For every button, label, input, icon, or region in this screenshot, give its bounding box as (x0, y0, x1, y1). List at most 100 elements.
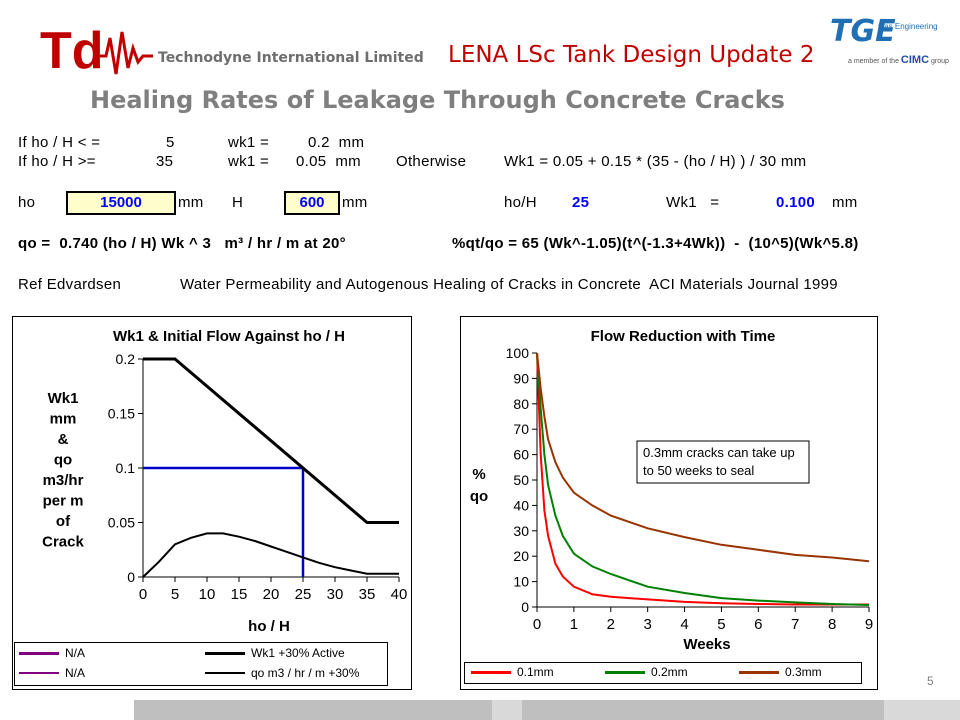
y-tick-label: 0.2 (116, 351, 136, 367)
company-name: Technodyne International Limited (158, 50, 424, 66)
h-label: H (232, 194, 244, 211)
y-axis-label: of (56, 513, 71, 530)
footer-bar-4 (884, 700, 960, 720)
series-line-0-3mm (536, 352, 870, 563)
x-tick-label: 4 (680, 616, 688, 633)
ho-input[interactable]: 15000 (66, 191, 176, 215)
y-tick-label: 70 (513, 421, 529, 437)
y-tick-label: 0.05 (108, 515, 135, 531)
legend-item-qo: qo m3 / hr / m +30% (205, 666, 359, 680)
y-tick-label: 60 (513, 447, 529, 463)
rule1-wk1-label: wk1 = (228, 134, 270, 151)
y-tick-label: 0 (127, 569, 135, 585)
x-tick-label: 3 (643, 616, 651, 633)
y-tick-label: 50 (513, 472, 529, 488)
chart-title: Flow Reduction with Time (591, 328, 776, 345)
y-tick-label: 20 (513, 548, 529, 564)
series-line-wk1-30-active (143, 357, 399, 524)
y-axis-label: mm (50, 411, 77, 428)
series-line-0-2mm (536, 352, 870, 606)
y-tick-label: 0.1 (116, 460, 136, 476)
ratio-label: ho/H (504, 194, 537, 211)
wk1-result-label: Wk1 = (666, 194, 720, 211)
footer-bar-3 (522, 700, 884, 720)
tge-logo-text: TGE (830, 14, 896, 49)
y-tick-label: 40 (513, 497, 529, 513)
x-tick-label: 2 (607, 616, 615, 633)
rule2-ratio: 35 (156, 153, 174, 170)
y-tick-label: 80 (513, 396, 529, 412)
rule1-ratio: 5 (166, 134, 175, 151)
qo-formula: qo = 0.740 (ho / H) Wk ^ 3 m³ / hr / m a… (18, 235, 346, 252)
x-tick-label: 8 (828, 616, 836, 633)
y-axis-label: m3/hr (43, 472, 84, 489)
x-tick-label: 25 (295, 586, 312, 603)
annotation-box (636, 440, 810, 484)
series-line-qo-m3-hr-m-30- (142, 532, 399, 578)
x-tick-label: 35 (359, 586, 376, 603)
y-axis-label: % (472, 466, 485, 483)
y-tick-label: 10 (513, 574, 529, 590)
x-tick-label: 5 (171, 586, 179, 603)
x-tick-label: 40 (391, 586, 408, 603)
tge-sub-text: Gas Engineering (878, 22, 938, 31)
tge-logo: TGE Gas Engineering a member of the CIMC… (826, 14, 949, 76)
chart-title: Wk1 & Initial Flow Against ho / H (113, 328, 345, 345)
x-tick-label: 7 (791, 616, 799, 633)
footer-bar-2 (492, 700, 522, 720)
rule3-condition: Otherwise (396, 153, 467, 170)
x-tick-label: 10 (199, 586, 216, 603)
reference-title: Water Permeability and Autogenous Healin… (180, 276, 838, 293)
x-tick-label: 20 (263, 586, 280, 603)
rule3-formula: Wk1 = 0.05 + 0.15 * (35 - (ho / H) ) / 3… (504, 153, 807, 170)
x-tick-label: 0 (533, 616, 541, 633)
ho-label: ho (18, 194, 36, 211)
y-axis-label: Crack (42, 534, 84, 551)
y-tick-label: 90 (513, 370, 529, 386)
document-title: LENA LSc Tank Design Update 2 (448, 42, 815, 68)
logo-text: Td (40, 22, 104, 78)
ho-unit: mm (178, 194, 204, 211)
legend-item-wk1: Wk1 +30% Active (205, 646, 345, 660)
technodyne-logo: Td (40, 22, 153, 78)
chart-wk1-flow: Wk1 & Initial Flow Against ho / H 0 0.05 0.… (12, 316, 412, 690)
chart-flow-reduction-svg: Flow Reduction with Time 0 10 20 30 40 50 60 70 8… (470, 328, 873, 653)
annotation-text: 0.3mm cracks can take up (643, 445, 795, 460)
y-axis-label: qo (54, 452, 72, 469)
rule1-condition: If ho / H < = (18, 134, 101, 151)
wk1-result-unit: mm (832, 194, 858, 211)
legend-item-01mm: 0.1mm (471, 665, 554, 679)
rule1-wk1-value: 0.2 mm (308, 134, 365, 151)
x-tick-label: 0 (139, 586, 147, 603)
series-line-0-1mm (536, 352, 869, 606)
legend-item-na-1: N/A (19, 646, 85, 660)
chart-flow-reduction: Flow Reduction with Time 0 10 20 30 40 50 60 70 8… (460, 316, 878, 690)
x-tick-label: 5 (717, 616, 725, 633)
x-tick-label: 15 (231, 586, 248, 603)
x-tick-label: 30 (327, 586, 344, 603)
legend-item-na-2: N/A (19, 666, 85, 680)
reference-author: Ref Edvardsen (18, 276, 122, 293)
h-unit: mm (342, 194, 368, 211)
y-axis-label: Wk1 (48, 390, 79, 407)
annotation-text: to 50 weeks to seal (643, 463, 754, 478)
legend-item-03mm: 0.3mm (739, 665, 822, 679)
y-tick-label: 100 (506, 345, 530, 361)
x-tick-label: 1 (570, 616, 578, 633)
rule2-wk1-label: wk1 = (228, 153, 270, 170)
chart2-legend: 0.1mm 0.2mm 0.3mm (464, 662, 862, 684)
x-tick-label: 6 (754, 616, 762, 633)
footer-bar-1 (134, 700, 492, 720)
chart1-legend: N/A N/A Wk1 +30% Active qo m3 / hr / m +… (14, 642, 388, 686)
page-number: 5 (927, 674, 934, 688)
y-axis-label: qo (470, 488, 488, 505)
y-tick-label: 30 (513, 523, 529, 539)
legend-item-02mm: 0.2mm (605, 665, 688, 679)
x-axis-label: ho / H (248, 618, 290, 635)
y-axis-label: per m (43, 493, 84, 510)
qt-formula: %qt/qo = 65 (Wk^-1.05)(t^(-1.3+4Wk)) - (… (452, 235, 859, 252)
h-input[interactable]: 600 (284, 191, 340, 215)
ratio-value: 25 (572, 194, 590, 211)
chart-wk1-flow-svg: Wk1 & Initial Flow Against ho / H 0 0.05 0.… (42, 328, 408, 635)
rule2-condition: If ho / H >= (18, 153, 96, 170)
